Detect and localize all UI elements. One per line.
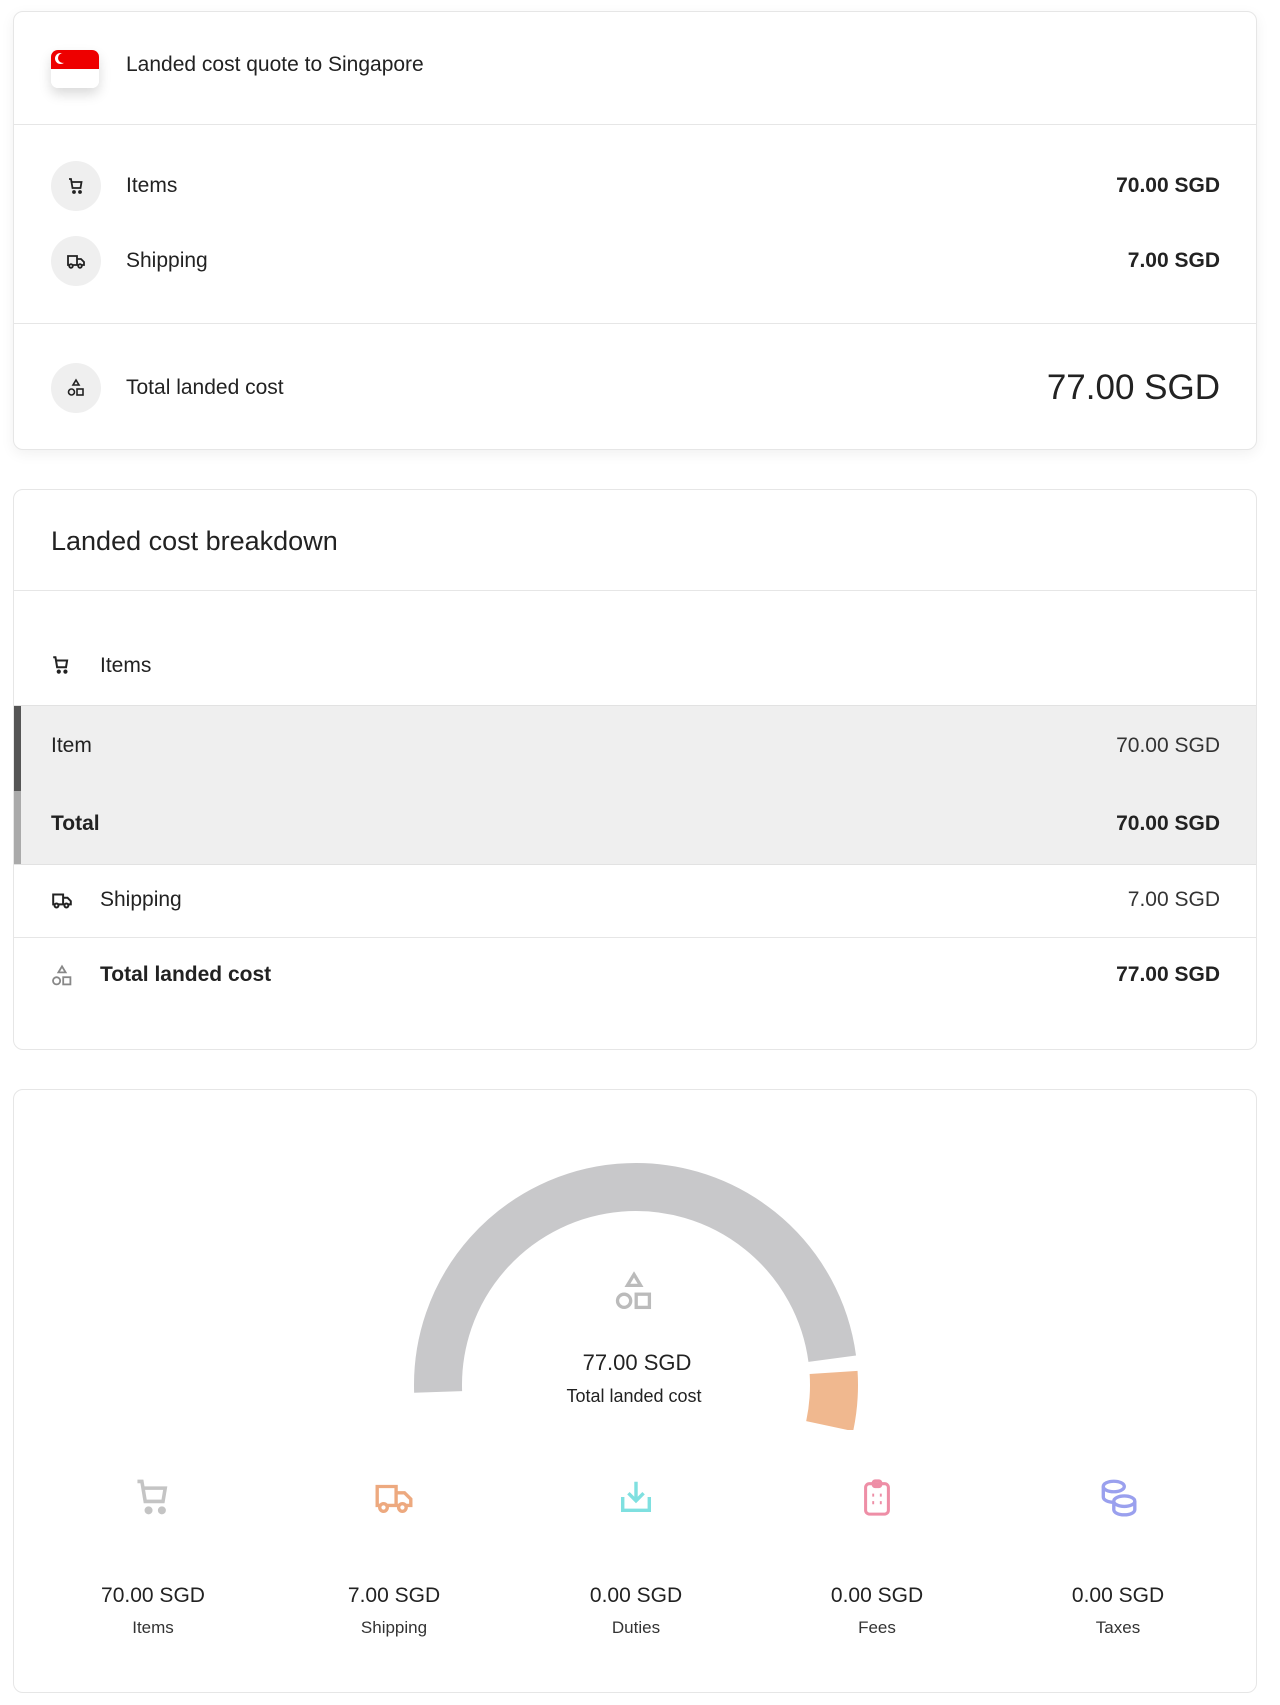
stat-value: 0.00 SGD: [1071, 1584, 1165, 1607]
shapes-icon: [612, 1270, 656, 1319]
divider: [14, 937, 1256, 938]
divider: [14, 323, 1256, 324]
stat-label: Duties: [611, 1618, 661, 1637]
quote-card: Landed cost quote to Singapore Items 70.…: [13, 11, 1257, 450]
singapore-flag-icon: [51, 50, 99, 88]
summary-card: 77.00 SGD Total landed cost 70.00 SGD It…: [13, 1089, 1257, 1693]
stat-fees: 0.00 SGD Fees: [777, 1472, 977, 1638]
cart-icon: [51, 655, 71, 680]
stat-value: 0.00 SGD: [589, 1584, 683, 1607]
stat-label: Fees: [858, 1618, 896, 1637]
gauge-label: Total landed cost: [566, 1386, 702, 1406]
total-landed-label: Total landed cost: [100, 963, 272, 986]
divider: [14, 124, 1256, 125]
total-value: 77.00 SGD: [1046, 368, 1220, 407]
shapes-icon: [51, 363, 101, 413]
stat-label: Items: [132, 1618, 174, 1637]
stat-label: Taxes: [1095, 1618, 1141, 1637]
items-label: Items: [126, 174, 178, 197]
gauge-segment-shipping: [806, 1370, 858, 1430]
clipboard-icon: [777, 1472, 977, 1522]
gauge-value: 77.00 SGD: [582, 1350, 692, 1375]
item-label: Item: [51, 734, 92, 757]
quote-title: Landed cost quote to Singapore: [126, 53, 424, 76]
coins-icon: [1018, 1472, 1218, 1522]
shipping-value: 7.00 SGD: [1127, 888, 1220, 911]
breakdown-card: Landed cost breakdown Items Item 70.00 S…: [13, 489, 1257, 1050]
gauge-segment-items: [414, 1163, 857, 1393]
item-value: 70.00 SGD: [1116, 734, 1220, 757]
cart-icon: [51, 161, 101, 211]
items-header: Items: [100, 654, 152, 677]
stat-items: 70.00 SGD Items: [53, 1472, 253, 1638]
stat-value: 7.00 SGD: [347, 1584, 441, 1607]
truck-icon: [51, 236, 101, 286]
divider: [14, 590, 1256, 591]
items-detail: [14, 705, 1256, 865]
items-total-value: 70.00 SGD: [1116, 812, 1220, 835]
shipping-label: Shipping: [126, 249, 208, 272]
cost-gauge: [414, 1163, 858, 1430]
stat-taxes: 0.00 SGD Taxes: [1018, 1472, 1218, 1638]
shapes-icon: [50, 964, 74, 993]
truck-icon: [51, 890, 73, 915]
stat-label: Shipping: [360, 1618, 428, 1637]
total-label: Total landed cost: [126, 376, 284, 399]
stat-value: 0.00 SGD: [830, 1584, 924, 1607]
items-total-label: Total: [51, 812, 100, 835]
breakdown-title: Landed cost breakdown: [51, 526, 338, 556]
total-landed-value: 77.00 SGD: [1116, 963, 1220, 986]
truck-icon: [294, 1472, 494, 1522]
stat-shipping: 7.00 SGD Shipping: [294, 1472, 494, 1638]
shipping-value: 7.00 SGD: [1127, 249, 1220, 272]
cart-icon: [53, 1472, 253, 1522]
shipping-label: Shipping: [100, 888, 182, 911]
stat-value: 70.00 SGD: [101, 1584, 205, 1607]
stat-duties: 0.00 SGD Duties: [536, 1472, 736, 1638]
items-value: 70.00 SGD: [1116, 174, 1220, 197]
download-icon: [536, 1472, 736, 1522]
